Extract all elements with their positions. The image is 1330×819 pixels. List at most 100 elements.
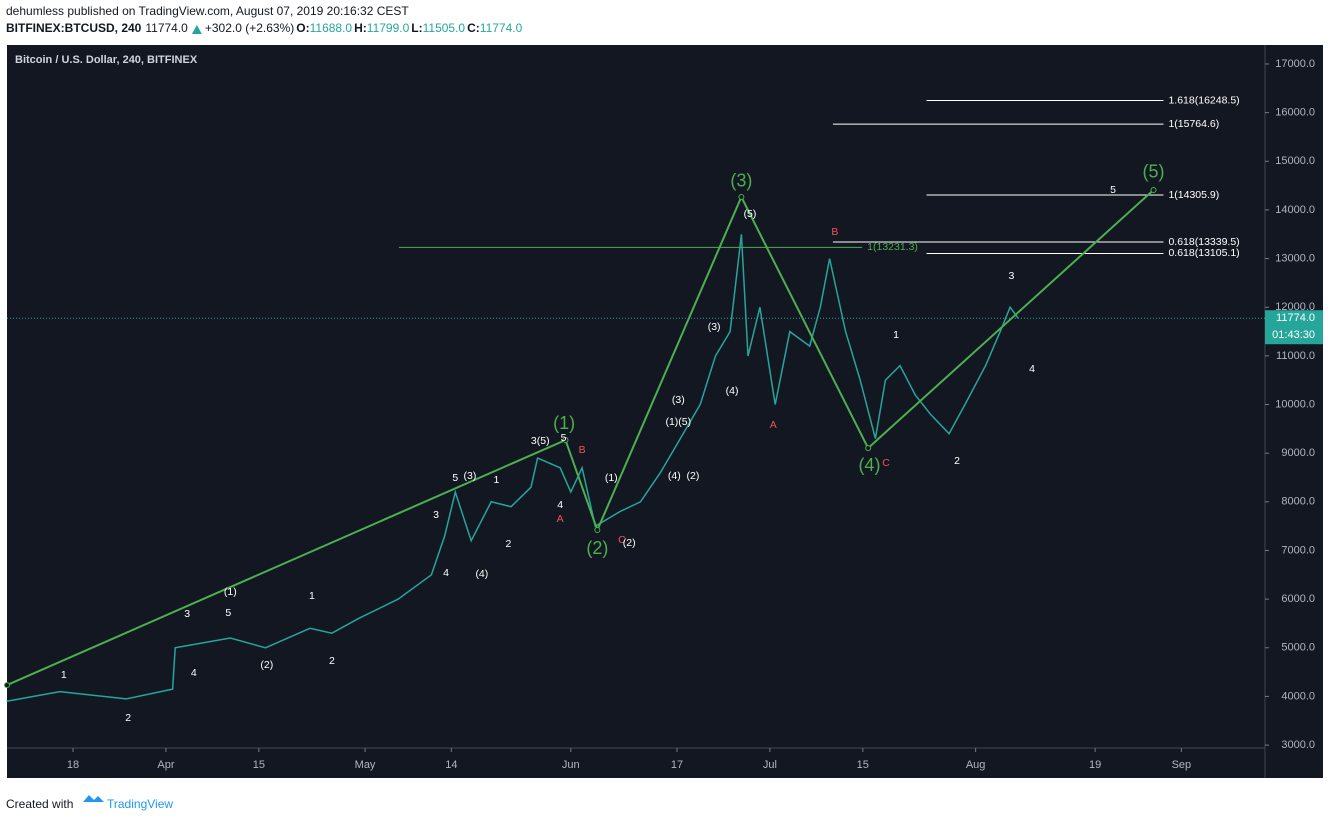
wave-annotation: 1	[893, 329, 899, 341]
wave-annotation: (4)	[475, 568, 488, 580]
x-tick-label: Apr	[157, 759, 174, 771]
header-field: 11774.0	[145, 21, 188, 35]
footer-created: Created with	[6, 797, 73, 811]
x-tick-label: 15	[857, 759, 869, 771]
wave-point	[1150, 186, 1157, 193]
footer-brand: TradingView	[107, 797, 173, 811]
brand-icon	[83, 795, 104, 802]
last-price-box	[1265, 310, 1323, 345]
wave-annotation: (1)(5)	[665, 416, 691, 428]
x-tick-label: Jul	[763, 759, 777, 771]
chart-title: Bitcoin / U.S. Dollar, 240, BITFINEX	[15, 54, 198, 66]
y-tick-label: 8000.0	[1281, 496, 1315, 508]
wave-annotation: (3)	[463, 470, 476, 482]
y-tick-label: 4000.0	[1281, 690, 1315, 702]
wave-annotation: 2	[125, 712, 131, 724]
y-tick-label: 14000.0	[1275, 204, 1315, 216]
wave-annotation: (3)	[672, 394, 685, 406]
wave-label: (4)	[858, 455, 880, 475]
x-tick-label: May	[355, 759, 376, 771]
wave-annotation: 3	[1009, 270, 1015, 282]
x-tick-label: 19	[1089, 759, 1101, 771]
wave-point	[865, 445, 872, 452]
price-line	[6, 234, 1019, 703]
header-field: BITFINEX:BTCUSD, 240	[6, 21, 142, 35]
header-field: C:	[467, 21, 480, 35]
publisher: dehumless published on TradingView.com, …	[6, 4, 409, 18]
x-tick-label: 15	[253, 759, 265, 771]
y-tick-label: 13000.0	[1275, 252, 1315, 264]
wave-annotation: 3	[184, 608, 190, 620]
y-tick-label: 17000.0	[1275, 58, 1315, 70]
fib-label: 1(14305.9)	[1168, 189, 1219, 201]
fib-label: 0.618(13339.5)	[1168, 236, 1239, 248]
chart-bg	[7, 45, 1323, 778]
x-tick-label: Jun	[562, 759, 580, 771]
wave-annotation: (2)	[260, 659, 273, 671]
fib-label: 1(13231.3)	[867, 241, 918, 253]
wave-label: (3)	[730, 171, 752, 191]
header-field: 11799.0	[367, 21, 410, 35]
wave-point	[594, 527, 601, 534]
wave-annotation: (1)	[224, 586, 237, 598]
wave-annotation: B	[579, 444, 586, 456]
wave-annotation: A	[557, 513, 564, 525]
header-field: L:	[411, 21, 422, 35]
x-tick-label: 14	[445, 759, 457, 771]
wave-line	[6, 189, 1155, 687]
wave-annotation: 1	[494, 474, 500, 486]
x-tick-label: 18	[67, 759, 79, 771]
wave-annotation: B	[831, 226, 838, 238]
wave-annotation: (2)	[686, 470, 699, 482]
y-tick-label: 10000.0	[1275, 398, 1315, 410]
y-tick-label: 9000.0	[1281, 447, 1315, 459]
wave-annotation: (4)	[668, 470, 681, 482]
wave-annotation: 5	[225, 607, 231, 619]
wave-annotation: 4	[557, 499, 563, 511]
y-tick-label: 5000.0	[1281, 642, 1315, 654]
wave-annotation: 4	[443, 567, 449, 579]
y-tick-label: 3000.0	[1281, 739, 1315, 751]
wave-annotation: 3	[433, 509, 439, 521]
wave-annotation: 4	[191, 667, 197, 679]
wave-annotation: C	[882, 457, 890, 469]
wave-annotation: (3)	[708, 321, 721, 333]
x-tick-label: 17	[671, 759, 683, 771]
wave-label: (5)	[1143, 162, 1165, 182]
fib-label: 0.618(13105.1)	[1168, 247, 1239, 259]
wave-annotation: 5	[1110, 184, 1116, 196]
y-tick-label: 12000.0	[1275, 301, 1315, 313]
y-tick-label: 7000.0	[1281, 544, 1315, 556]
wave-annotation: 3(5)	[531, 435, 550, 447]
y-tick-label: 15000.0	[1275, 155, 1315, 167]
wave-point	[4, 682, 10, 689]
wave-annotation: 2	[954, 455, 960, 467]
wave-annotation: 2	[505, 538, 511, 550]
header-field: 11505.0	[423, 21, 466, 35]
wave-label: (2)	[586, 538, 608, 558]
wave-annotation: (4)	[726, 385, 739, 397]
wave-annotation: 5	[452, 472, 458, 484]
wave-annotation: 1	[61, 669, 67, 681]
wave-annotation: C	[618, 534, 626, 546]
wave-annotation: A	[770, 419, 777, 431]
wave-annotation: (5)	[744, 208, 757, 220]
y-tick-label: 6000.0	[1281, 593, 1315, 605]
fib-label: 1(15764.6)	[1168, 118, 1219, 130]
header-field: 11688.0	[310, 21, 353, 35]
y-tick-label: 11000.0	[1276, 350, 1315, 362]
wave-point	[562, 437, 569, 444]
wave-annotation: (2)	[623, 537, 636, 549]
countdown: 01:43:30	[1272, 329, 1315, 341]
wave-point	[738, 193, 745, 200]
wave-annotation: (1)	[605, 472, 618, 484]
x-tick-label: Sep	[1172, 759, 1192, 771]
wave-label: (1)	[553, 413, 575, 433]
wave-annotation: 4	[1029, 363, 1035, 375]
header-field: +302.0 (+2.63%)	[205, 21, 294, 35]
up-arrow	[191, 25, 202, 34]
header-field: 11774.0	[480, 21, 523, 35]
wave-annotation: 2	[329, 655, 335, 667]
